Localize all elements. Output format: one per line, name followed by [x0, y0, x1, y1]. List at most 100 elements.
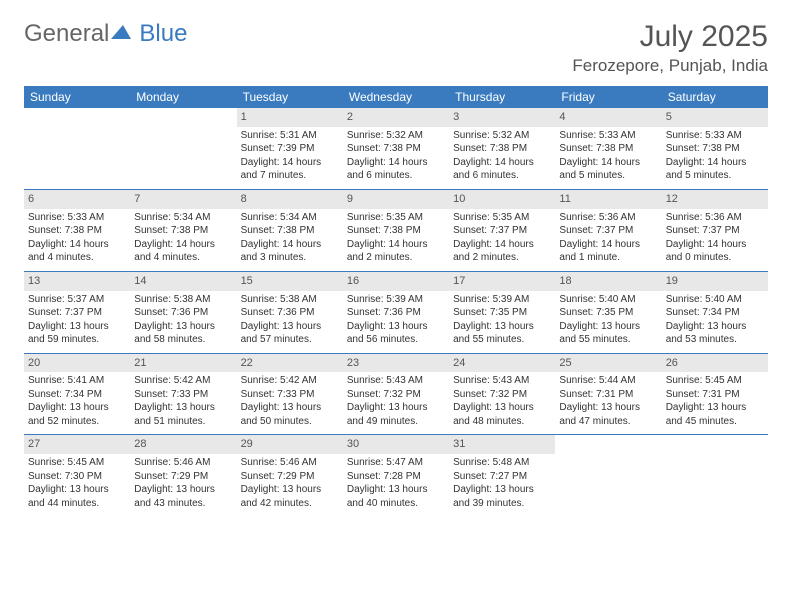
location-text: Ferozepore, Punjab, India — [572, 56, 768, 76]
cell-details: Sunrise: 5:42 AMSunset: 7:33 PMDaylight:… — [241, 374, 339, 428]
cell-details: Sunrise: 5:36 AMSunset: 7:37 PMDaylight:… — [559, 211, 657, 265]
calendar-cell: 7Sunrise: 5:34 AMSunset: 7:38 PMDaylight… — [130, 189, 236, 271]
calendar-cell: 30 Sunrise: 5:47 AMSunset: 7:28 PMDayligh… — [343, 435, 449, 516]
calendar-cell: 29Sunrise: 5:46 AMSunset: 7:29 PMDayligh… — [237, 435, 343, 516]
day-number: 24 — [449, 354, 555, 373]
logo-triangle-icon — [111, 20, 137, 48]
calendar-cell: 1 Sunrise: 5:31 AMSunset: 7:39 PMDaylight… — [237, 108, 343, 189]
weekday-header: Saturday — [662, 86, 768, 108]
day-number: 12 — [662, 190, 768, 209]
cell-details: Sunrise: 5:42 AMSunset: 7:33 PMDaylight:… — [134, 374, 232, 428]
calendar-cell: 23Sunrise: 5:43 AMSunset: 7:32 PMDayligh… — [343, 353, 449, 435]
calendar-cell — [555, 435, 661, 516]
day-number: 17 — [449, 272, 555, 291]
day-number: 9 — [343, 190, 449, 209]
cell-details: Sunrise: 5:40 AMSunset: 7:34 PMDaylight:… — [666, 293, 764, 347]
cell-details: Sunrise: 5:33 AMSunset: 7:38 PMDaylight:… — [666, 129, 764, 183]
cell-details: Sunrise: 5:37 AMSunset: 7:37 PMDaylight:… — [28, 293, 126, 347]
day-number: 13 — [24, 272, 130, 291]
logo: General Blue — [24, 20, 187, 48]
day-number: 6 — [24, 190, 130, 209]
day-number: 30 — [343, 435, 449, 454]
calendar-cell: 11 Sunrise: 5:36 AMSunset: 7:37 PMDayligh… — [555, 189, 661, 271]
calendar-row: 13 Sunrise: 5:37 AMSunset: 7:37 PMDayligh… — [24, 271, 768, 353]
cell-details: Sunrise: 5:47 AMSunset: 7:28 PMDaylight:… — [347, 456, 445, 510]
calendar-row: 27 Sunrise: 5:45 AMSunset: 7:30 PMDayligh… — [24, 435, 768, 516]
day-number — [130, 108, 236, 127]
calendar-cell: 16Sunrise: 5:39 AMSunset: 7:36 PMDayligh… — [343, 271, 449, 353]
cell-details: Sunrise: 5:33 AMSunset: 7:38 PMDaylight:… — [559, 129, 657, 183]
cell-details: Sunrise: 5:32 AMSunset: 7:38 PMDaylight:… — [453, 129, 551, 183]
calendar-cell: 2 Sunrise: 5:32 AMSunset: 7:38 PMDaylight… — [343, 108, 449, 189]
calendar-cell: 27 Sunrise: 5:45 AMSunset: 7:30 PMDayligh… — [24, 435, 130, 516]
cell-details: Sunrise: 5:35 AMSunset: 7:37 PMDaylight:… — [453, 211, 551, 265]
day-number: 27 — [24, 435, 130, 454]
day-number: 28 — [130, 435, 236, 454]
day-number: 1 — [237, 108, 343, 127]
day-number: 23 — [343, 354, 449, 373]
cell-details: Sunrise: 5:39 AMSunset: 7:35 PMDaylight:… — [453, 293, 551, 347]
cell-details: Sunrise: 5:33 AMSunset: 7:38 PMDaylight:… — [28, 211, 126, 265]
calendar-row: 20Sunrise: 5:41 AMSunset: 7:34 PMDayligh… — [24, 353, 768, 435]
calendar-cell: 26Sunrise: 5:45 AMSunset: 7:31 PMDayligh… — [662, 353, 768, 435]
calendar-cell — [662, 435, 768, 516]
logo-text-blue: Blue — [139, 20, 187, 48]
cell-details: Sunrise: 5:48 AMSunset: 7:27 PMDaylight:… — [453, 456, 551, 510]
calendar-cell: 6 Sunrise: 5:33 AMSunset: 7:38 PMDaylight… — [24, 189, 130, 271]
calendar-cell: 3Sunrise: 5:32 AMSunset: 7:38 PMDaylight… — [449, 108, 555, 189]
month-title: July 2025 — [572, 20, 768, 54]
cell-details: Sunrise: 5:34 AMSunset: 7:38 PMDaylight:… — [241, 211, 339, 265]
calendar-cell: 20Sunrise: 5:41 AMSunset: 7:34 PMDayligh… — [24, 353, 130, 435]
calendar-cell: 4Sunrise: 5:33 AMSunset: 7:38 PMDaylight… — [555, 108, 661, 189]
cell-details: Sunrise: 5:45 AMSunset: 7:30 PMDaylight:… — [28, 456, 126, 510]
day-number: 16 — [343, 272, 449, 291]
calendar-cell: 15Sunrise: 5:38 AMSunset: 7:36 PMDayligh… — [237, 271, 343, 353]
calendar-table: SundayMondayTuesdayWednesdayThursdayFrid… — [24, 86, 768, 516]
calendar-cell: 14 Sunrise: 5:38 AMSunset: 7:36 PMDayligh… — [130, 271, 236, 353]
calendar-cell: 24Sunrise: 5:43 AMSunset: 7:32 PMDayligh… — [449, 353, 555, 435]
calendar-body: 1 Sunrise: 5:31 AMSunset: 7:39 PMDaylight… — [24, 108, 768, 516]
calendar-head: SundayMondayTuesdayWednesdayThursdayFrid… — [24, 86, 768, 108]
day-number: 14 — [130, 272, 236, 291]
cell-details: Sunrise: 5:35 AMSunset: 7:38 PMDaylight:… — [347, 211, 445, 265]
day-number: 15 — [237, 272, 343, 291]
header: General Blue July 2025 Ferozepore, Punja… — [24, 20, 768, 76]
day-number: 20 — [24, 354, 130, 373]
calendar-cell: 22Sunrise: 5:42 AMSunset: 7:33 PMDayligh… — [237, 353, 343, 435]
calendar-cell: 31 Sunrise: 5:48 AMSunset: 7:27 PMDayligh… — [449, 435, 555, 516]
calendar-cell: 18Sunrise: 5:40 AMSunset: 7:35 PMDayligh… — [555, 271, 661, 353]
day-number — [662, 435, 768, 454]
day-number: 8 — [237, 190, 343, 209]
weekday-header: Tuesday — [237, 86, 343, 108]
cell-details: Sunrise: 5:40 AMSunset: 7:35 PMDaylight:… — [559, 293, 657, 347]
day-number: 2 — [343, 108, 449, 127]
calendar-cell: 9 Sunrise: 5:35 AMSunset: 7:38 PMDaylight… — [343, 189, 449, 271]
day-number: 31 — [449, 435, 555, 454]
cell-details: Sunrise: 5:46 AMSunset: 7:29 PMDaylight:… — [241, 456, 339, 510]
calendar-cell: 17 Sunrise: 5:39 AMSunset: 7:35 PMDayligh… — [449, 271, 555, 353]
cell-details: Sunrise: 5:43 AMSunset: 7:32 PMDaylight:… — [453, 374, 551, 428]
day-number: 5 — [662, 108, 768, 127]
day-number: 26 — [662, 354, 768, 373]
cell-details: Sunrise: 5:31 AMSunset: 7:39 PMDaylight:… — [241, 129, 339, 183]
cell-details: Sunrise: 5:41 AMSunset: 7:34 PMDaylight:… — [28, 374, 126, 428]
cell-details: Sunrise: 5:34 AMSunset: 7:38 PMDaylight:… — [134, 211, 232, 265]
cell-details: Sunrise: 5:38 AMSunset: 7:36 PMDaylight:… — [134, 293, 232, 347]
cell-details: Sunrise: 5:43 AMSunset: 7:32 PMDaylight:… — [347, 374, 445, 428]
calendar-cell: 19 Sunrise: 5:40 AMSunset: 7:34 PMDayligh… — [662, 271, 768, 353]
weekday-header: Wednesday — [343, 86, 449, 108]
weekday-header: Monday — [130, 86, 236, 108]
logo-text-general: General — [24, 20, 109, 48]
calendar-cell: 10 Sunrise: 5:35 AMSunset: 7:37 PMDayligh… — [449, 189, 555, 271]
title-block: July 2025 Ferozepore, Punjab, India — [572, 20, 768, 76]
calendar-cell: 12Sunrise: 5:36 AMSunset: 7:37 PMDayligh… — [662, 189, 768, 271]
calendar-cell: 5 Sunrise: 5:33 AMSunset: 7:38 PMDaylight… — [662, 108, 768, 189]
cell-details: Sunrise: 5:32 AMSunset: 7:38 PMDaylight:… — [347, 129, 445, 183]
day-number: 10 — [449, 190, 555, 209]
cell-details: Sunrise: 5:46 AMSunset: 7:29 PMDaylight:… — [134, 456, 232, 510]
calendar-cell: 25Sunrise: 5:44 AMSunset: 7:31 PMDayligh… — [555, 353, 661, 435]
day-number: 19 — [662, 272, 768, 291]
day-number — [24, 108, 130, 127]
day-number: 11 — [555, 190, 661, 209]
calendar-row: 1 Sunrise: 5:31 AMSunset: 7:39 PMDaylight… — [24, 108, 768, 189]
